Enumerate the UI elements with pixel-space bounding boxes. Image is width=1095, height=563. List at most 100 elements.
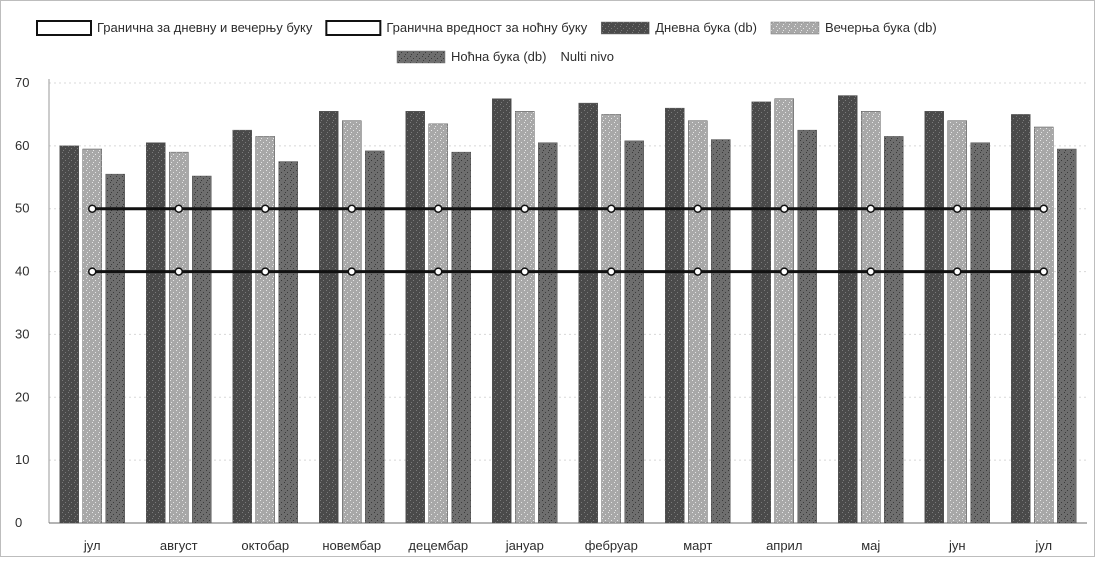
bar-series — [59, 95, 1077, 524]
bar-вечерња-бука-db-2 — [169, 151, 189, 524]
x-tick-label-12: јул — [1034, 538, 1052, 553]
bar-ноћна-бука-db-3 — [278, 161, 298, 524]
x-tick-label-3: октобар — [241, 538, 289, 553]
y-tick-label-20: 20 — [15, 389, 29, 404]
x-tick-label-9: април — [766, 538, 802, 553]
legend-label: Гранична за дневну и вечерњу буку — [97, 20, 313, 35]
bar-дневна-бука-db-4 — [319, 111, 339, 524]
bar-ноћна-бука-db-6 — [538, 142, 558, 524]
bar-ноћна-бука-db-7 — [624, 140, 644, 524]
bar-ноћна-бука-db-5 — [451, 151, 471, 524]
x-tick-label-8: март — [683, 538, 712, 553]
threshold-lines — [88, 204, 1048, 276]
bar-дневна-бука-db-10 — [838, 95, 858, 524]
bar-ноћна-бука-db-8 — [711, 139, 731, 524]
x-axis: јул август октобар новембар децембар јануар фе… — [83, 538, 1052, 553]
y-tick-label-40: 40 — [15, 264, 29, 279]
legend-swatch — [770, 21, 820, 35]
line-marker-гранична-вредност-за-ноћну-буку-4 — [347, 267, 356, 276]
legend-label: Вечерња бука (db) — [825, 20, 937, 35]
bar-ноћна-бука-db-10 — [884, 136, 904, 524]
x-tick-label-4: новембар — [322, 538, 381, 553]
line-marker-гранична-за-дневну-и-вечерњу-буку-11 — [953, 204, 962, 213]
x-tick-label-1: јул — [83, 538, 101, 553]
x-tick-label-10: мај — [861, 538, 880, 553]
line-marker-гранична-вредност-за-ноћну-буку-9 — [780, 267, 789, 276]
bar-вечерња-бука-db-8 — [688, 120, 708, 524]
legend-item-дневна-бука-db: Дневна бука (db) — [600, 20, 757, 35]
bar-вечерња-бука-db-12 — [1034, 126, 1054, 524]
line-marker-гранична-за-дневну-и-вечерњу-буку-4 — [347, 204, 356, 213]
line-marker-гранична-за-дневну-и-вечерњу-буку-12 — [1039, 204, 1048, 213]
x-tick-label-6: јануар — [505, 538, 544, 553]
bar-вечерња-бука-db-4 — [342, 120, 362, 524]
bar-вечерња-бука-db-3 — [255, 136, 275, 524]
bar-ноћна-бука-db-2 — [192, 175, 212, 524]
bar-ноћна-бука-db-9 — [797, 129, 817, 524]
y-tick-label-10: 10 — [15, 452, 29, 467]
bar-дневна-бука-db-9 — [751, 101, 771, 524]
bar-дневна-бука-db-6 — [492, 98, 512, 524]
line-marker-гранична-за-дневну-и-вечерњу-буку-10 — [866, 204, 875, 213]
bar-дневна-бука-db-2 — [146, 142, 166, 524]
legend-item-nulti-nivo: Nulti nivo — [560, 49, 613, 64]
line-marker-гранична-вредност-за-ноћну-буку-2 — [174, 267, 183, 276]
line-marker-гранична-за-дневну-и-вечерњу-буку-5 — [434, 204, 443, 213]
legend-item-гранична-за-дневну-и-вечерњу-буку: Гранична за дневну и вечерњу буку — [36, 20, 313, 36]
bar-вечерња-бука-db-10 — [861, 111, 881, 524]
bar-дневна-бука-db-8 — [665, 107, 685, 524]
y-axis: 0 10 20 30 40 50 60 70 — [15, 75, 1087, 530]
line-marker-гранична-вредност-за-ноћну-буку-7 — [607, 267, 616, 276]
line-marker-гранична-вредност-за-ноћну-буку-6 — [520, 267, 529, 276]
line-marker-гранична-вредност-за-ноћну-буку-12 — [1039, 267, 1048, 276]
bar-дневна-бука-db-11 — [924, 111, 944, 524]
legend-item-гранична-вредност-за-ноћну-буку: Гранична вредност за ноћну буку — [325, 20, 588, 36]
line-marker-гранична-за-дневну-и-вечерњу-буку-1 — [88, 204, 97, 213]
bar-дневна-бука-db-7 — [578, 102, 598, 524]
x-tick-label-7: фебруар — [585, 538, 638, 553]
y-tick-label-0: 0 — [15, 515, 22, 530]
bar-ноћна-бука-db-11 — [970, 142, 990, 524]
legend-label: Nulti nivo — [560, 49, 613, 64]
x-tick-label-2: август — [160, 538, 198, 553]
line-marker-гранична-вредност-за-ноћну-буку-3 — [261, 267, 270, 276]
legend-swatch — [36, 20, 92, 36]
legend-label: Дневна бука (db) — [655, 20, 757, 35]
bar-дневна-бука-db-12 — [1011, 114, 1031, 524]
bar-вечерња-бука-db-6 — [515, 111, 535, 524]
bar-дневна-бука-db-3 — [232, 129, 252, 524]
bar-вечерња-бука-db-7 — [601, 114, 621, 524]
x-tick-label-11: јун — [948, 538, 966, 553]
bar-ноћна-бука-db-12 — [1057, 148, 1077, 524]
line-marker-гранична-за-дневну-и-вечерњу-буку-7 — [607, 204, 616, 213]
bar-вечерња-бука-db-11 — [947, 120, 967, 524]
line-marker-гранична-за-дневну-и-вечерњу-буку-3 — [261, 204, 270, 213]
line-marker-гранична-за-дневну-и-вечерњу-буку-6 — [520, 204, 529, 213]
legend-swatch — [600, 21, 650, 35]
bar-дневна-бука-db-5 — [405, 111, 425, 524]
legend-label: Ноћна бука (db) — [451, 49, 546, 64]
line-marker-гранична-за-дневну-и-вечерњу-буку-2 — [174, 204, 183, 213]
legend-swatch — [325, 20, 382, 36]
bar-вечерња-бука-db-9 — [774, 98, 794, 524]
line-marker-гранична-вредност-за-ноћну-буку-8 — [693, 267, 702, 276]
line-marker-гранична-за-дневну-и-вечерњу-буку-8 — [693, 204, 702, 213]
legend-label: Гранична вредност за ноћну буку — [386, 20, 587, 35]
y-tick-label-30: 30 — [15, 326, 29, 341]
line-marker-гранична-вредност-за-ноћну-буку-1 — [88, 267, 97, 276]
bar-дневна-бука-db-1 — [59, 145, 79, 524]
line-marker-гранична-вредност-за-ноћну-буку-10 — [866, 267, 875, 276]
x-tick-label-5: децембар — [408, 538, 468, 553]
y-tick-label-50: 50 — [15, 201, 29, 216]
legend-item-вечерња-бука-db: Вечерња бука (db) — [770, 20, 937, 35]
chart-legend: Гранична за дневну и вечерњу буку Граничн… — [36, 20, 937, 64]
bar-ноћна-бука-db-1 — [105, 173, 125, 524]
line-marker-гранична-вредност-за-ноћну-буку-5 — [434, 267, 443, 276]
bar-вечерња-бука-db-5 — [428, 123, 448, 524]
line-marker-гранична-вредност-за-ноћну-буку-11 — [953, 267, 962, 276]
bar-вечерња-бука-db-1 — [82, 148, 102, 524]
bar-ноћна-бука-db-4 — [365, 150, 385, 524]
line-marker-гранична-за-дневну-и-вечерњу-буку-9 — [780, 204, 789, 213]
